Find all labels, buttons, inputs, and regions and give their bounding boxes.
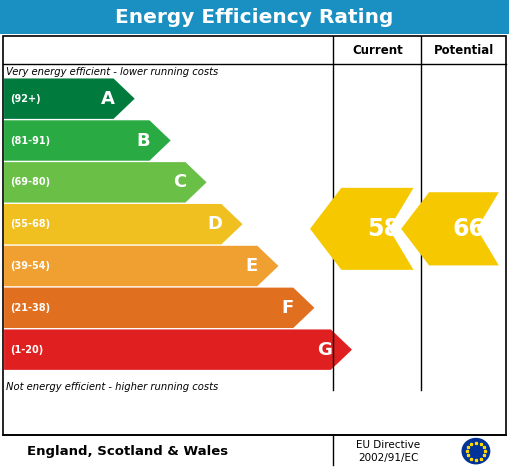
Text: 58: 58 bbox=[367, 217, 400, 241]
Circle shape bbox=[462, 439, 490, 464]
Polygon shape bbox=[4, 288, 315, 328]
Polygon shape bbox=[401, 192, 499, 265]
Text: G: G bbox=[317, 340, 332, 359]
Bar bbox=[0, 0, 509, 34]
Text: B: B bbox=[136, 132, 150, 149]
Text: Not energy efficient - higher running costs: Not energy efficient - higher running co… bbox=[6, 382, 218, 392]
Text: Current: Current bbox=[352, 44, 403, 57]
Polygon shape bbox=[4, 162, 207, 203]
Polygon shape bbox=[4, 204, 242, 244]
Text: C: C bbox=[173, 173, 186, 191]
Text: (55-68): (55-68) bbox=[10, 219, 50, 229]
Text: D: D bbox=[208, 215, 223, 233]
Text: 66: 66 bbox=[453, 217, 486, 241]
Bar bbox=[3, 36, 506, 435]
Text: Energy Efficiency Rating: Energy Efficiency Rating bbox=[116, 8, 393, 27]
Polygon shape bbox=[310, 188, 413, 270]
Text: (1-20): (1-20) bbox=[10, 345, 43, 354]
Text: Very energy efficient - lower running costs: Very energy efficient - lower running co… bbox=[6, 67, 218, 78]
Text: EU Directive: EU Directive bbox=[356, 440, 420, 450]
Text: Potential: Potential bbox=[434, 44, 494, 57]
Polygon shape bbox=[4, 120, 171, 161]
Text: (21-38): (21-38) bbox=[10, 303, 50, 313]
Text: F: F bbox=[281, 299, 293, 317]
Polygon shape bbox=[4, 329, 352, 370]
Text: E: E bbox=[245, 257, 258, 275]
Polygon shape bbox=[4, 78, 135, 119]
Text: (69-80): (69-80) bbox=[10, 177, 50, 187]
Text: 2002/91/EC: 2002/91/EC bbox=[358, 453, 418, 463]
Text: A: A bbox=[100, 90, 115, 108]
Polygon shape bbox=[4, 246, 278, 286]
Text: (81-91): (81-91) bbox=[10, 135, 50, 146]
Text: England, Scotland & Wales: England, Scotland & Wales bbox=[26, 445, 228, 458]
Text: (39-54): (39-54) bbox=[10, 261, 50, 271]
Text: (92+): (92+) bbox=[10, 94, 41, 104]
